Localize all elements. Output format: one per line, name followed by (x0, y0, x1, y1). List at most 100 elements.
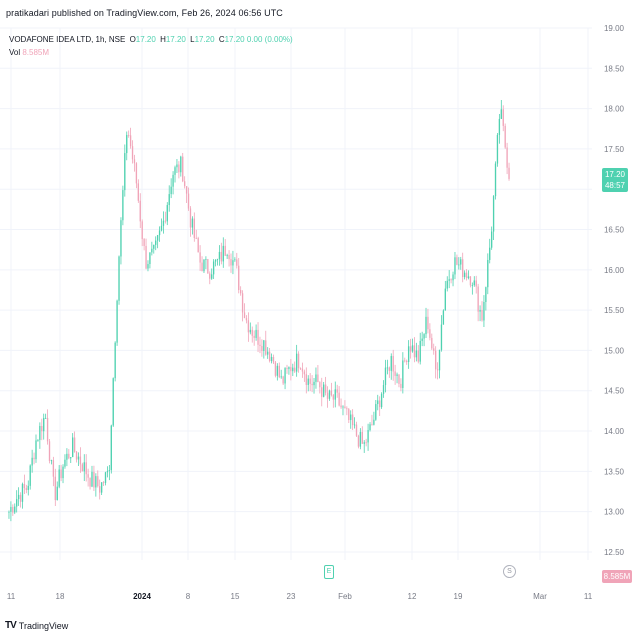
volume-label[interactable]: Vol (9, 48, 21, 57)
candle-body (305, 374, 307, 385)
candle-body (417, 350, 419, 362)
candle-body (257, 329, 259, 345)
candle-body (489, 247, 491, 260)
candle-body (66, 453, 68, 460)
candle-body (400, 383, 402, 388)
time-axis[interactable]: 11 18 2024 8 15 23 Feb 12 19 Mar 11 (7, 592, 593, 601)
candle-body (216, 259, 219, 261)
candle-body (112, 378, 114, 426)
candle-body (73, 437, 76, 452)
candle-body (155, 240, 157, 245)
candle-body (43, 417, 45, 432)
candle-body (506, 147, 508, 168)
bar-countdown: 48:57 (604, 181, 626, 190)
candle-body (114, 342, 116, 379)
candle-body (450, 279, 452, 281)
x-tick-label: 11 (7, 592, 16, 601)
candle-body (8, 511, 10, 513)
tradingview-logo[interactable]: TV TradingView (5, 620, 68, 631)
tradingview-logo-icon: TV (5, 620, 17, 631)
tradingview-logo-text: TradingView (18, 620, 69, 631)
candle-body (363, 442, 365, 444)
candle-body (56, 486, 58, 501)
candle-body (334, 389, 336, 400)
candle-body (326, 392, 329, 399)
candle-body (218, 251, 221, 260)
high-label: H (160, 35, 166, 44)
candle-body (485, 287, 487, 303)
candle-body (106, 470, 109, 473)
y-tick-label: 15.50 (604, 306, 625, 315)
candle-body (373, 419, 375, 425)
candle-body (429, 329, 431, 338)
candle-body (143, 239, 145, 246)
candle-body (307, 378, 309, 385)
candle-body (37, 439, 39, 441)
candle-body (21, 483, 24, 502)
candle-body (467, 276, 470, 279)
split-event-icon[interactable]: S (503, 565, 516, 578)
candle-body (156, 235, 159, 241)
candle-body (110, 425, 112, 471)
candle-body (502, 109, 504, 126)
candle-body (243, 312, 246, 319)
candle-body (207, 259, 209, 274)
candle-body (290, 367, 292, 372)
candle-body (247, 320, 250, 333)
candle-body (442, 310, 445, 325)
candle-body (133, 159, 136, 164)
candle-body (496, 134, 499, 164)
candle-body (41, 426, 43, 432)
candle-body (226, 255, 228, 256)
candle-body (245, 318, 248, 321)
price-axis[interactable]: 19.0018.5018.0017.5017.0016.5016.0015.50… (604, 24, 625, 557)
last-price-badge: 17.20 48:57 (602, 168, 628, 192)
candle-body (444, 288, 446, 311)
candle-body (72, 437, 74, 458)
candle-body (353, 424, 356, 426)
candle-body (14, 506, 16, 513)
volume-badge: 8.585M (602, 570, 632, 583)
candle-body (421, 338, 423, 341)
candle-body (147, 264, 149, 269)
candle-body (332, 395, 335, 400)
candle-body (396, 374, 398, 376)
y-tick-label: 16.50 (604, 226, 625, 235)
candle-body (166, 205, 168, 222)
candle-body (29, 465, 31, 486)
candle-body (346, 408, 348, 410)
candle-body (404, 360, 406, 362)
candle-body (265, 340, 267, 355)
candle-body (99, 486, 101, 493)
candle-body (460, 259, 462, 265)
earnings-event-icon[interactable]: E (324, 565, 334, 579)
x-tick-label: Feb (338, 592, 352, 601)
symbol-label[interactable]: VODAFONE IDEA LTD, 1h, NSE (9, 35, 126, 44)
candle-body (288, 367, 290, 369)
candle-body (344, 406, 346, 409)
candle-body (239, 290, 242, 294)
candle-body (54, 476, 56, 501)
candle-body (311, 383, 313, 386)
candle-body (336, 389, 338, 393)
candle-body (297, 353, 300, 369)
candle-body (211, 274, 213, 279)
close-label: C (218, 35, 225, 44)
candle-body (261, 345, 263, 351)
candle-body (176, 164, 178, 168)
candle-body (39, 426, 41, 440)
candle-body (259, 344, 261, 346)
candle-body (371, 424, 373, 426)
candle-body (91, 471, 93, 487)
candle-body (25, 488, 28, 490)
x-tick-label: 23 (287, 592, 296, 601)
candle-body (189, 208, 192, 228)
candle-body (16, 499, 18, 507)
candle-body (35, 440, 37, 460)
y-tick-label: 12.50 (604, 548, 625, 557)
candle-body (95, 476, 97, 488)
candle-body (431, 337, 433, 349)
candle-body (274, 362, 277, 376)
y-tick-label: 14.50 (604, 387, 625, 396)
